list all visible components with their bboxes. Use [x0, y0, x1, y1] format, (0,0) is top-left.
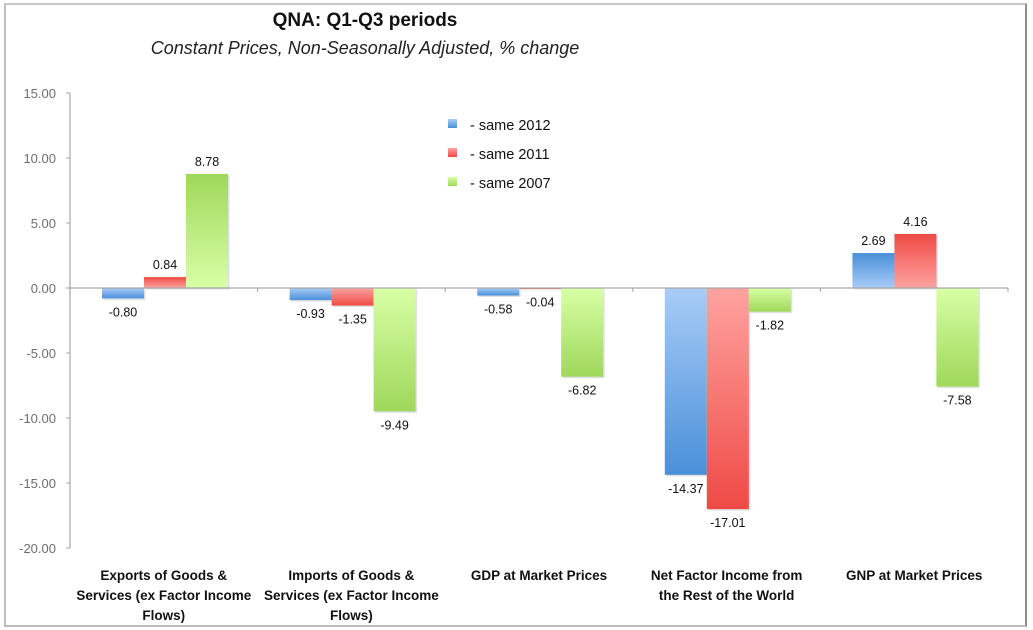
labels-group: -0.80 -0.93 -0.58 -14.37 2.69 0.84 -1.35 -0.04 -…: [76, 155, 982, 623]
x-category-label: GNP at Market Prices: [846, 568, 982, 583]
legend-swatch: [448, 119, 457, 128]
y-tick-label: 15.00: [23, 86, 56, 101]
bar: [894, 233, 937, 288]
bar: [102, 288, 144, 299]
bar: [477, 288, 520, 296]
data-label: -7.58: [943, 394, 972, 408]
data-label: -14.37: [668, 482, 703, 496]
bar: [289, 288, 332, 301]
x-category-label: Net Factor Income from: [651, 568, 803, 583]
y-tick-label: 10.00: [23, 151, 56, 166]
data-label: -9.49: [380, 418, 409, 432]
bar: [664, 288, 707, 475]
bar: [331, 288, 374, 306]
data-label: 0.84: [153, 258, 177, 272]
data-label: -17.01: [710, 516, 745, 530]
data-label: 2.69: [861, 234, 885, 248]
data-label: -1.35: [338, 313, 367, 327]
bars-group: [102, 173, 980, 511]
chart-subtitle: Constant Prices, Non-Seasonally Adjusted…: [150, 38, 580, 58]
bar: [373, 288, 416, 412]
x-category-label: the Rest of the World: [659, 588, 795, 603]
x-category-label: Imports of Goods &: [288, 568, 414, 583]
bar: [852, 253, 895, 288]
x-category-label: Exports of Goods &: [100, 568, 227, 583]
x-category-label: GDP at Market Prices: [471, 568, 607, 583]
bar: [561, 288, 604, 377]
x-category-label: Services (ex Factor Income: [76, 588, 251, 603]
legend-label: - same 2011: [470, 147, 550, 163]
y-tick-label: -15.00: [19, 476, 56, 491]
y-tick-label: 5.00: [31, 216, 56, 231]
legend-label: - same 2007: [470, 176, 551, 192]
data-label: -1.82: [756, 319, 785, 333]
bar: [706, 288, 749, 510]
bar: [936, 288, 979, 387]
legend: - same 2012 - same 2011 - same 2007: [448, 118, 551, 192]
x-category-label: Flows): [330, 608, 373, 623]
y-tick-label: 0.00: [31, 281, 56, 296]
data-label: -0.04: [526, 296, 555, 310]
chart-title: QNA: Q1-Q3 periods: [272, 10, 458, 31]
bar-shadow: [520, 289, 563, 291]
chart-frame: [4, 3, 1027, 627]
data-label: -0.58: [484, 303, 513, 317]
y-tick-label: -20.00: [19, 541, 56, 556]
x-category-label: Services (ex Factor Income: [264, 588, 439, 603]
data-label: -6.82: [568, 384, 597, 398]
data-label: -0.93: [296, 307, 325, 321]
data-label: -0.80: [109, 305, 138, 319]
x-category-label: Flows): [142, 608, 185, 623]
data-label: 8.78: [195, 155, 219, 169]
axes-group: 15.00 10.00 5.00 0.00 -5.00 -10.00 -15.00 -20.0…: [19, 86, 1009, 556]
data-label: 4.16: [903, 215, 927, 229]
bar: [186, 173, 228, 288]
legend-label: - same 2012: [470, 118, 551, 134]
y-tick-label: -5.00: [26, 346, 56, 361]
legend-swatch: [448, 148, 457, 157]
bar: [748, 288, 791, 312]
bar: [144, 277, 186, 288]
y-tick-label: -10.00: [19, 411, 56, 426]
legend-swatch: [448, 177, 457, 186]
